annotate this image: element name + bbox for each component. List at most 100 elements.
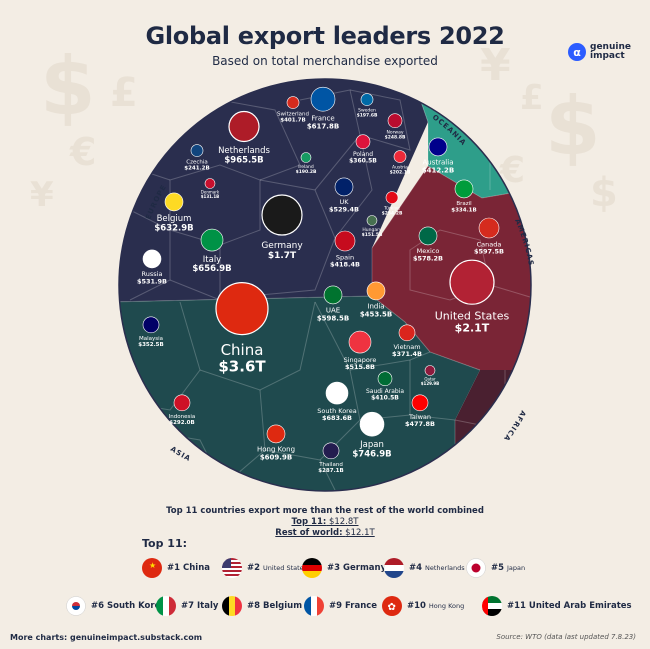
country-cell-india: India$453.5B	[360, 281, 392, 318]
footer-source: Source: WTO (data last updated 7.8.23)	[496, 633, 636, 641]
country-value: $352.5B	[138, 342, 163, 348]
country-cell-singapore: Singapore$515.8B	[344, 330, 376, 371]
czechia-flag-icon	[190, 144, 204, 157]
country-cell-japan: Japan$746.9B	[352, 411, 392, 459]
top11-title: Top 11:	[142, 537, 188, 550]
country-value: $515.8B	[345, 363, 375, 371]
italy-flag-icon	[200, 228, 224, 252]
region-label-asia: ASIA	[169, 445, 192, 463]
indonesia-flag-icon	[173, 394, 191, 412]
country-name: Sweden	[358, 107, 376, 113]
country-value: $360.5B	[349, 158, 377, 165]
country-cell-russia: Russia$531.9B	[137, 249, 167, 285]
country-value: $609.9B	[260, 453, 292, 461]
country-cell-t-rkiye: Türkiye$254.2B	[382, 191, 403, 216]
qatar-flag-icon	[424, 365, 436, 376]
uae-flag-icon	[482, 596, 502, 616]
country-cell-saudi-arabia: Saudi Arabia$410.5B	[366, 371, 404, 402]
sweden-flag-icon	[360, 93, 374, 106]
japan-flag-icon	[359, 411, 385, 437]
svg-text:★: ★	[149, 561, 156, 570]
brazil-flag-icon	[454, 179, 474, 199]
china-flag-icon	[215, 282, 269, 336]
summary-rest-value: $12.1T	[345, 528, 375, 538]
saudi-arabia-flag-icon	[377, 371, 393, 387]
poland-flag-icon	[355, 134, 371, 149]
country-name: Saudi Arabia	[366, 388, 404, 395]
country-cell-austria: Austria$202.1B	[390, 150, 411, 175]
country-name: South Korea	[317, 407, 356, 415]
legend-item-italy: #7 Italy	[156, 596, 218, 616]
summary-line1-bold: combined	[437, 506, 484, 516]
country-cell-france: France$617.8B	[307, 86, 339, 130]
legend-item-south-korea: #6 South Korea	[66, 596, 166, 616]
legend-item-hong-kong: ✿ #10 Hong Kong	[382, 596, 464, 616]
country-value: $371.4B	[392, 350, 422, 358]
country-value: $453.5B	[360, 310, 392, 318]
bg-dollar-symbol: $	[40, 40, 96, 133]
country-name: Switzerland	[277, 111, 309, 117]
taiwan-flag-icon	[411, 394, 429, 412]
country-name: Czechia	[186, 159, 208, 165]
south-korea-flag-icon	[325, 381, 349, 405]
legend-item-china: ★ #1 China	[142, 558, 210, 578]
country-cell-germany: Germany$1.7T	[261, 194, 303, 261]
bg-yen-symbol: ¥	[30, 175, 54, 215]
country-cell-malaysia: Malaysia$352.5B	[138, 316, 164, 348]
country-value: $241.2B	[184, 165, 209, 171]
country-value: $683.6B	[322, 414, 352, 422]
country-name: United States	[435, 310, 510, 323]
country-value: $292.0B	[169, 420, 194, 426]
country-value: $598.5B	[317, 314, 349, 322]
japan-flag-icon	[466, 558, 486, 578]
netherlands-flag-icon	[384, 558, 404, 578]
country-name: Poland	[353, 151, 373, 158]
country-cell-uae: UAE$598.5B	[317, 285, 349, 322]
country-cell-hong-kong: Hong Kong$609.9B	[257, 424, 295, 461]
belgium-flag-icon	[222, 596, 242, 616]
country-value: $202.1B	[390, 169, 411, 175]
page-title: Global export leaders 2022	[145, 22, 505, 50]
export-voronoi-chart: EUROPE OCEANIA AMERICAS AFRICA ASIA Chin…	[118, 78, 534, 492]
country-value: $190.2B	[296, 169, 317, 175]
country-name: Hungary	[362, 227, 382, 233]
legend-item-france: #9 France	[304, 596, 377, 616]
t-rkiye-flag-icon	[385, 191, 399, 204]
usa-flag-icon	[222, 558, 242, 578]
country-value: $248.8B	[385, 135, 406, 141]
legend-item-belgium: #8 Belgium	[222, 596, 302, 616]
country-value: $965.5B	[224, 155, 263, 165]
country-name: Taiwan	[408, 413, 431, 421]
country-name: Australia	[423, 159, 454, 167]
ireland-flag-icon	[300, 152, 312, 163]
country-name: France	[311, 115, 334, 123]
country-name: Germany	[261, 241, 303, 251]
country-name: Türkiye	[383, 205, 400, 211]
country-cell-netherlands: Netherlands$965.5B	[218, 110, 270, 165]
uae-flag-icon	[323, 285, 343, 305]
india-flag-icon	[366, 281, 386, 301]
country-value: $597.5B	[474, 248, 504, 256]
country-value: $412.2B	[422, 166, 454, 174]
region-label-africa: AFRICA	[502, 409, 528, 443]
mexico-flag-icon	[418, 226, 438, 246]
country-value: $656.9B	[192, 264, 231, 274]
switzerland-flag-icon	[286, 96, 300, 109]
country-cell-qatar: Qatar$129.9B	[421, 365, 439, 386]
summary-rest-label: Rest of world:	[275, 528, 343, 538]
country-value: $151.5B	[362, 232, 383, 238]
country-cell-uk: UK$529.4B	[329, 177, 359, 213]
country-value: $131.1B	[201, 194, 219, 199]
country-cell-south-korea: South Korea$683.6B	[317, 381, 357, 422]
country-name: Italy	[203, 255, 221, 265]
country-cell-taiwan: Taiwan$477.8B	[405, 394, 435, 428]
summary-line1: Top 11 countries export more than the re…	[166, 506, 438, 516]
russia-flag-icon	[142, 249, 162, 269]
legend-item-netherlands: #4 Netherlands	[384, 558, 465, 578]
country-name: Belgium	[157, 214, 192, 224]
country-cell-italy: Italy$656.9B	[192, 228, 232, 274]
region-asia	[119, 296, 480, 491]
country-cell-belgium: Belgium$632.9B	[154, 192, 194, 234]
country-name: Japan	[359, 440, 384, 450]
china-flag-icon: ★	[142, 558, 162, 578]
